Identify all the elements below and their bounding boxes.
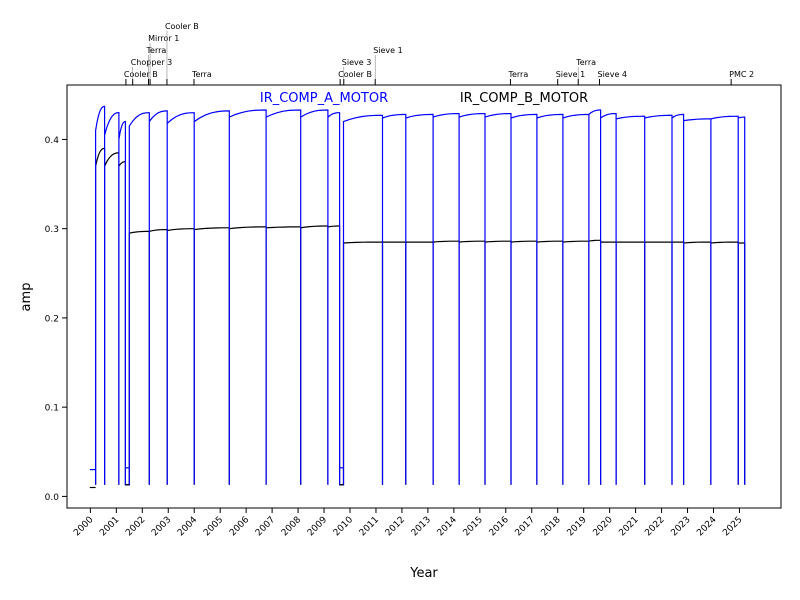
event-annotations: Cooler B Chopper 3 Terra Mirror 1 Cooler B Te…: [124, 22, 754, 85]
y-tick-label: 0.0: [45, 493, 60, 503]
series-group: [89, 105, 746, 489]
x-tick-label: 2018: [540, 515, 563, 538]
plot-frame: [66, 84, 782, 509]
x-tick-label: 2007: [254, 515, 277, 538]
x-tick-label: 2008: [280, 515, 303, 538]
y-tick-label: 0.4: [45, 136, 60, 146]
x-tick-label: 2009: [306, 515, 329, 538]
x-tick-label: 2024: [695, 515, 718, 538]
series-line-ir-comp-b-motor: [94, 147, 746, 486]
x-tick-label: 2011: [358, 515, 381, 538]
event-label: Sieve 3: [342, 58, 372, 67]
event-label: Terra: [575, 58, 596, 67]
y-tick-label: 0.2: [45, 314, 59, 324]
legend-label-b: IR_COMP_B_MOTOR: [460, 91, 588, 106]
x-axis: 2000 2001 2002 2003 2004 2005 2006 2007 2008 2009…: [72, 508, 745, 538]
legend-label-a: IR_COMP_A_MOTOR: [260, 91, 388, 106]
event-label: Sieve 1: [556, 70, 586, 79]
x-tick-label: 2013: [410, 515, 433, 538]
event-label: Terra: [507, 70, 528, 79]
x-tick-label: 2000: [72, 515, 95, 538]
y-axis: 0.0 0.1 0.2 0.3 0.4: [45, 136, 67, 503]
event-label: PMC 2: [729, 70, 754, 79]
x-axis-label: Year: [409, 566, 438, 581]
event-label: Sieve 1: [373, 46, 403, 55]
x-tick-label: 2014: [436, 515, 459, 538]
y-axis-label: amp: [19, 283, 34, 312]
event-label: Cooler B: [338, 70, 372, 79]
x-tick-label: 2022: [643, 515, 666, 538]
x-tick-label: 2015: [462, 515, 485, 538]
x-tick-label: 2017: [514, 515, 537, 538]
event-label: Terra: [146, 46, 167, 55]
event-label: Sieve 4: [598, 70, 628, 79]
x-tick-label: 2006: [228, 515, 251, 538]
x-tick-label: 2001: [98, 515, 121, 538]
x-tick-label: 2020: [591, 515, 614, 538]
x-tick-label: 2012: [384, 515, 407, 538]
x-tick-label: 2016: [488, 515, 511, 538]
x-tick-label: 2025: [721, 515, 744, 538]
y-tick-label: 0.1: [45, 404, 59, 414]
x-tick-label: 2023: [669, 515, 692, 538]
x-tick-label: 2010: [332, 515, 355, 538]
series-line-ir-comp-a-motor: [94, 105, 746, 486]
x-tick-label: 2002: [124, 515, 147, 538]
y-tick-label: 0.3: [45, 225, 59, 235]
x-tick-label: 2021: [617, 515, 640, 538]
x-tick-label: 2019: [566, 515, 589, 538]
event-label: Chopper 3: [131, 58, 173, 67]
event-label: Mirror 1: [148, 34, 179, 43]
event-label: Terra: [191, 70, 212, 79]
event-label: Cooler B: [165, 22, 199, 31]
event-label: Cooler B: [124, 70, 158, 79]
x-tick-label: 2005: [202, 515, 225, 538]
x-tick-label: 2003: [150, 515, 173, 538]
x-tick-label: 2004: [176, 515, 199, 538]
